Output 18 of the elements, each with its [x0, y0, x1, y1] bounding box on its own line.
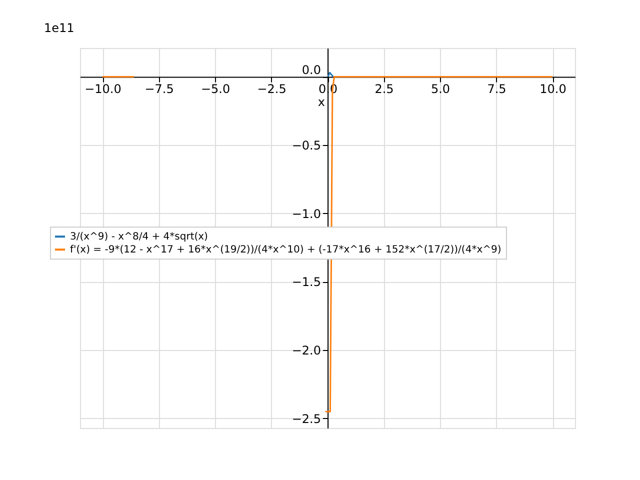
y-tick-label: −2.0 [292, 344, 321, 358]
x-tick-label: −10.0 [84, 82, 122, 96]
legend-label: 3/(x^9) - x^8/4 + 4*sqrt(x) [70, 232, 208, 243]
y-tick-label: −2.5 [292, 412, 321, 426]
y-tick-label: −0.5 [292, 138, 321, 153]
x-tick-label: −5.0 [200, 82, 230, 96]
x-tick-label: 5.0 [430, 82, 450, 96]
legend-label: f'(x) = -9*(12 - x^17 + 16*x^(19/2))/(4*x^10) + (-17*x^16 + 152*x^(17/2))/(4*x^9) [70, 244, 502, 256]
y-tick-label: −1.5 [292, 275, 321, 290]
x-tick-label: −2.5 [257, 82, 286, 96]
text: 1e11 [44, 21, 74, 35]
x-tick-label: 2.5 [374, 82, 394, 96]
x-tick-label: 10.0 [540, 82, 566, 96]
x-axis-title: x [318, 95, 325, 110]
x-tick-label: −7.5 [144, 82, 174, 96]
y-tick-label: 0.0 [302, 63, 321, 78]
x-tick-label: 7.5 [487, 82, 506, 96]
y-tick-label: −1.0 [292, 206, 321, 221]
